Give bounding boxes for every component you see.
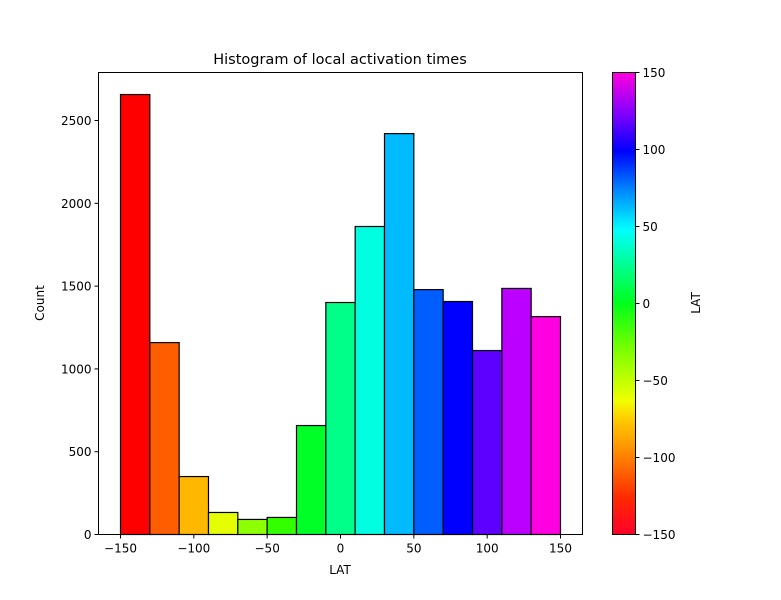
x-axis-ticks: −150 −100 −50 0 50 100 150 — [104, 534, 572, 556]
colorbar-ticks: −150 −100 −50 0 50 100 150 — [635, 66, 676, 542]
colorbar-tick-label: 100 — [643, 143, 666, 157]
y-axis-ticks: 0 500 1000 1500 2000 2500 — [61, 114, 99, 542]
histogram-bar — [413, 288, 444, 536]
histogram-bars — [119, 93, 562, 536]
x-tick-label: 150 — [549, 542, 572, 556]
colorbar-tick-label: −150 — [643, 528, 676, 542]
histogram-bar — [471, 349, 503, 536]
histogram-bar — [119, 93, 151, 536]
histogram-bar — [207, 511, 239, 536]
x-tick-label: 0 — [337, 542, 345, 556]
histogram-bar — [383, 133, 415, 536]
histogram-bar — [149, 341, 180, 536]
x-axis-label: LAT — [329, 563, 351, 577]
histogram-bar — [295, 424, 327, 536]
x-tick-label: 100 — [476, 542, 499, 556]
histogram-bar — [266, 516, 298, 536]
colorbar-tick-label: −50 — [643, 374, 668, 388]
histogram-bar — [178, 475, 210, 536]
histogram-bar — [501, 287, 532, 536]
y-tick-label: 0 — [84, 528, 92, 542]
histogram-bar — [442, 300, 474, 536]
y-tick-label: 500 — [69, 445, 92, 459]
y-tick-label: 2500 — [61, 114, 92, 128]
histogram-bar — [237, 518, 268, 536]
x-tick-label: 50 — [406, 542, 421, 556]
colorbar-tick-label: 50 — [643, 220, 658, 234]
y-tick-label: 2000 — [61, 197, 92, 211]
y-tick-label: 1000 — [61, 362, 92, 376]
x-tick-label: −100 — [177, 542, 210, 556]
colorbar-tick-label: −100 — [643, 451, 676, 465]
x-tick-label: −50 — [255, 542, 280, 556]
x-tick-label: −150 — [104, 542, 137, 556]
colorbar-label: LAT — [689, 292, 703, 314]
colorbar-tick-label: 0 — [643, 297, 651, 311]
histogram-bar — [530, 315, 562, 536]
histogram-bar — [325, 301, 356, 536]
colorbar-tick-label: 150 — [643, 66, 666, 80]
y-tick-label: 1500 — [61, 280, 92, 294]
y-axis-label: Count — [33, 285, 47, 321]
colorbar — [612, 72, 636, 535]
chart-title: Histogram of local activation times — [213, 52, 467, 68]
histogram-bar — [354, 225, 386, 536]
